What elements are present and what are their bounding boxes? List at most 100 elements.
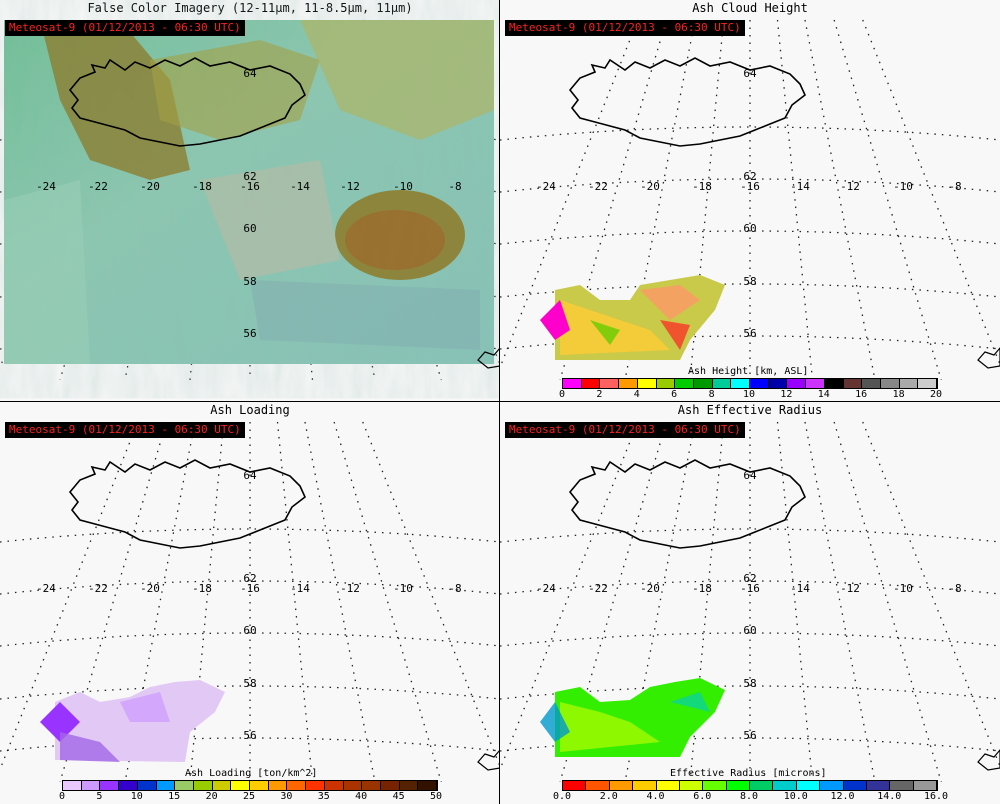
horizontal-divider — [0, 401, 1000, 402]
panel-title: Ash Effective Radius — [677, 403, 823, 417]
latitude-label: 56 — [243, 729, 256, 742]
iceland-coastline — [68, 57, 306, 147]
panel-false-color: False Color Imagery (12-11µm, 11-8.5µm, … — [0, 0, 500, 402]
longitude-label: -10 — [893, 582, 913, 595]
panel-title: Ash Loading — [210, 403, 290, 417]
latitude-label: 64 — [243, 469, 257, 482]
latitude-label: 56 — [743, 327, 756, 340]
colorbar-swatch — [806, 379, 825, 388]
colorbar-tick-label: 5 — [96, 791, 103, 802]
latitude-label: 58 — [743, 677, 756, 690]
colorbar-swatch — [156, 781, 176, 790]
satellite-timestamp-badge: Meteosat-9 (01/12/2013 - 06:30 UTC) — [505, 20, 745, 36]
colorbar-swatch — [656, 379, 676, 388]
colorbar-swatch — [726, 781, 750, 790]
panel-ash-height: Ash Cloud Height -24 -22 -20 -18 -16 -14 -12 -1… — [500, 0, 1000, 402]
longitude-label: -12 — [840, 180, 860, 193]
colorbar-swatch — [675, 379, 694, 388]
colorbar-tick-label: 10 — [742, 389, 756, 400]
colorbar-tick-label: 2 — [596, 389, 603, 400]
coastline-fragment — [977, 347, 1000, 369]
colorbar-tick-label: 15 — [168, 791, 181, 802]
colorbar-swatch — [231, 781, 251, 790]
colorbar-swatch — [656, 781, 680, 790]
colorbar-swatch — [843, 379, 863, 388]
colorbar-tick-label: 20 — [929, 389, 943, 400]
colorbar-swatch — [586, 781, 610, 790]
colorbar-swatch — [137, 781, 157, 790]
iceland-coastline — [68, 459, 306, 549]
iceland-coastline — [568, 459, 806, 549]
longitude-label: -16 — [240, 180, 260, 193]
satellite-timestamp-badge: Meteosat-9 (01/12/2013 - 06:30 UTC) — [5, 20, 245, 36]
longitude-label: -12 — [840, 582, 860, 595]
longitude-label: -20 — [640, 582, 660, 595]
latitude-label: 60 — [243, 624, 256, 637]
longitude-label: -8 — [448, 180, 461, 193]
latitude-label: 62 — [743, 170, 756, 183]
longitude-label: -24 — [536, 582, 556, 595]
longitude-label: -20 — [140, 582, 160, 595]
longitude-label: -8 — [948, 180, 961, 193]
longitude-label: -24 — [36, 582, 56, 595]
colorbar-tick-label: 25 — [242, 791, 256, 802]
longitude-label: -14 — [790, 582, 810, 595]
colorbar-tick-label: 6.0 — [693, 791, 712, 802]
colorbar-tick-label: 0.0 — [552, 791, 572, 802]
colorbar-swatch — [796, 781, 821, 790]
colorbar-tick-label: 6 — [671, 389, 678, 400]
colorbar-swatch — [637, 379, 657, 388]
longitude-label: -24 — [36, 180, 56, 193]
latitude-label: 64 — [243, 67, 257, 80]
colorbar-swatch — [679, 781, 704, 790]
colorbar-swatch — [712, 379, 732, 388]
colorbar-swatch — [287, 781, 307, 790]
colorbar-label: Ash Height [km, ASL] — [688, 366, 809, 377]
colorbar-swatch — [380, 781, 400, 790]
colorbar-tick-label: 0 — [558, 389, 566, 400]
longitude-label: -20 — [640, 180, 660, 193]
false-color-map: -24 -22 -20 -18 -16 -14 -12 -10 -8 62 60 58 56 64 — [0, 19, 500, 381]
colorbar-swatch — [306, 781, 325, 790]
panel-ash-loading: Ash Loading -24 -22 -20 -18 -16 -14 -12 -10 -8 62… — [0, 402, 500, 804]
colorbar-tick-label: 14 — [817, 389, 830, 400]
latitude-label: 64 — [743, 67, 757, 80]
colorbar-swatch — [119, 781, 138, 790]
colorbar-swatch — [100, 781, 120, 790]
colorbar-swatch — [418, 781, 438, 790]
longitude-label: -12 — [340, 582, 360, 595]
colorbar-tick-label: 20 — [205, 791, 218, 802]
colorbar-swatch — [824, 379, 844, 388]
colorbar-swatch — [866, 781, 891, 790]
colorbar-swatch — [899, 379, 919, 388]
latitude-label: 62 — [743, 572, 756, 585]
longitude-label: -18 — [192, 180, 212, 193]
colorbar-swatch — [843, 781, 867, 790]
colorbar-tick-label: 10 — [130, 791, 143, 802]
coastline-fragment — [477, 749, 500, 771]
longitude-label: -18 — [692, 582, 712, 595]
colorbar-tick-label: 12 — [780, 389, 793, 400]
colorbar-swatch — [750, 379, 769, 388]
colorbar-swatch — [731, 379, 751, 388]
ash-height-map: -24 -22 -20 -18 -16 -14 -12 -10 -8 62 60 58 56 64 — [500, 19, 1000, 381]
colorbar-tick-label: 0 — [58, 791, 66, 802]
longitude-label: -8 — [448, 582, 461, 595]
map-gridlines — [500, 19, 1000, 381]
latitude-label: 62 — [243, 572, 256, 585]
colorbar-tick-label: 8 — [708, 389, 715, 400]
longitude-label: -16 — [740, 582, 760, 595]
colorbar-swatch — [787, 379, 807, 388]
latitude-label: 60 — [243, 222, 256, 235]
colorbar-swatch — [563, 781, 587, 790]
latitude-label: 60 — [743, 624, 756, 637]
colorbar-swatch — [703, 781, 727, 790]
colorbar-tick-label: 16 — [855, 389, 868, 400]
longitude-label: -10 — [393, 582, 413, 595]
colorbar-swatch — [324, 781, 344, 790]
longitude-label: -24 — [536, 180, 556, 193]
colorbar-tick-label: 2.0 — [599, 791, 618, 802]
colorbar-tick-label: 45 — [392, 791, 405, 802]
latitude-label: 58 — [743, 275, 756, 288]
longitude-label: -10 — [393, 180, 413, 193]
